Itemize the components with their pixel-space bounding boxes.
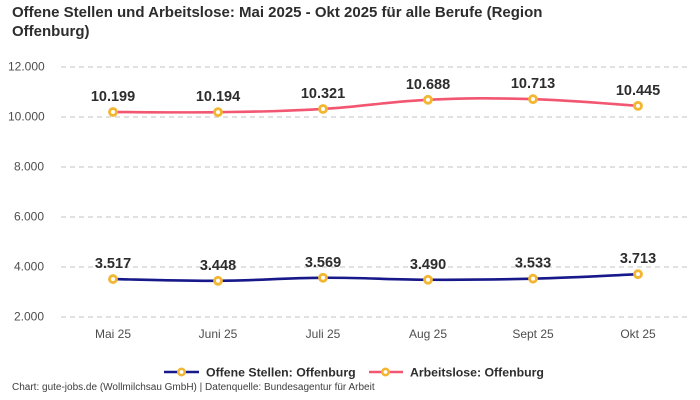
svg-text:2.000: 2.000 xyxy=(14,310,44,324)
svg-text:Arbeitslose: Offenburg: Arbeitslose: Offenburg xyxy=(410,366,544,380)
svg-text:Okt 25: Okt 25 xyxy=(620,327,656,341)
svg-text:10.321: 10.321 xyxy=(301,86,345,102)
svg-text:12.000: 12.000 xyxy=(8,60,45,74)
svg-text:3.517: 3.517 xyxy=(95,256,131,272)
svg-text:4.000: 4.000 xyxy=(14,260,44,274)
svg-text:10.445: 10.445 xyxy=(616,83,660,99)
svg-text:Sept 25: Sept 25 xyxy=(512,327,554,341)
svg-text:3.533: 3.533 xyxy=(515,256,551,272)
svg-text:Mai 25: Mai 25 xyxy=(95,327,131,341)
svg-text:10.713: 10.713 xyxy=(511,76,555,92)
svg-text:3.713: 3.713 xyxy=(620,251,656,267)
svg-text:10.000: 10.000 xyxy=(8,110,45,124)
svg-text:Aug 25: Aug 25 xyxy=(409,327,447,341)
svg-text:3.448: 3.448 xyxy=(200,258,236,274)
svg-text:3.490: 3.490 xyxy=(410,257,446,273)
svg-text:Offene Stellen: Offenburg: Offene Stellen: Offenburg xyxy=(206,366,356,380)
svg-text:8.000: 8.000 xyxy=(14,160,44,174)
svg-text:3.569: 3.569 xyxy=(305,255,341,271)
svg-text:10.199: 10.199 xyxy=(91,89,135,105)
svg-text:10.194: 10.194 xyxy=(196,89,240,105)
svg-text:Juli 25: Juli 25 xyxy=(306,327,341,341)
svg-text:Juni 25: Juni 25 xyxy=(199,327,238,341)
svg-text:10.688: 10.688 xyxy=(406,77,450,93)
svg-text:6.000: 6.000 xyxy=(14,210,44,224)
